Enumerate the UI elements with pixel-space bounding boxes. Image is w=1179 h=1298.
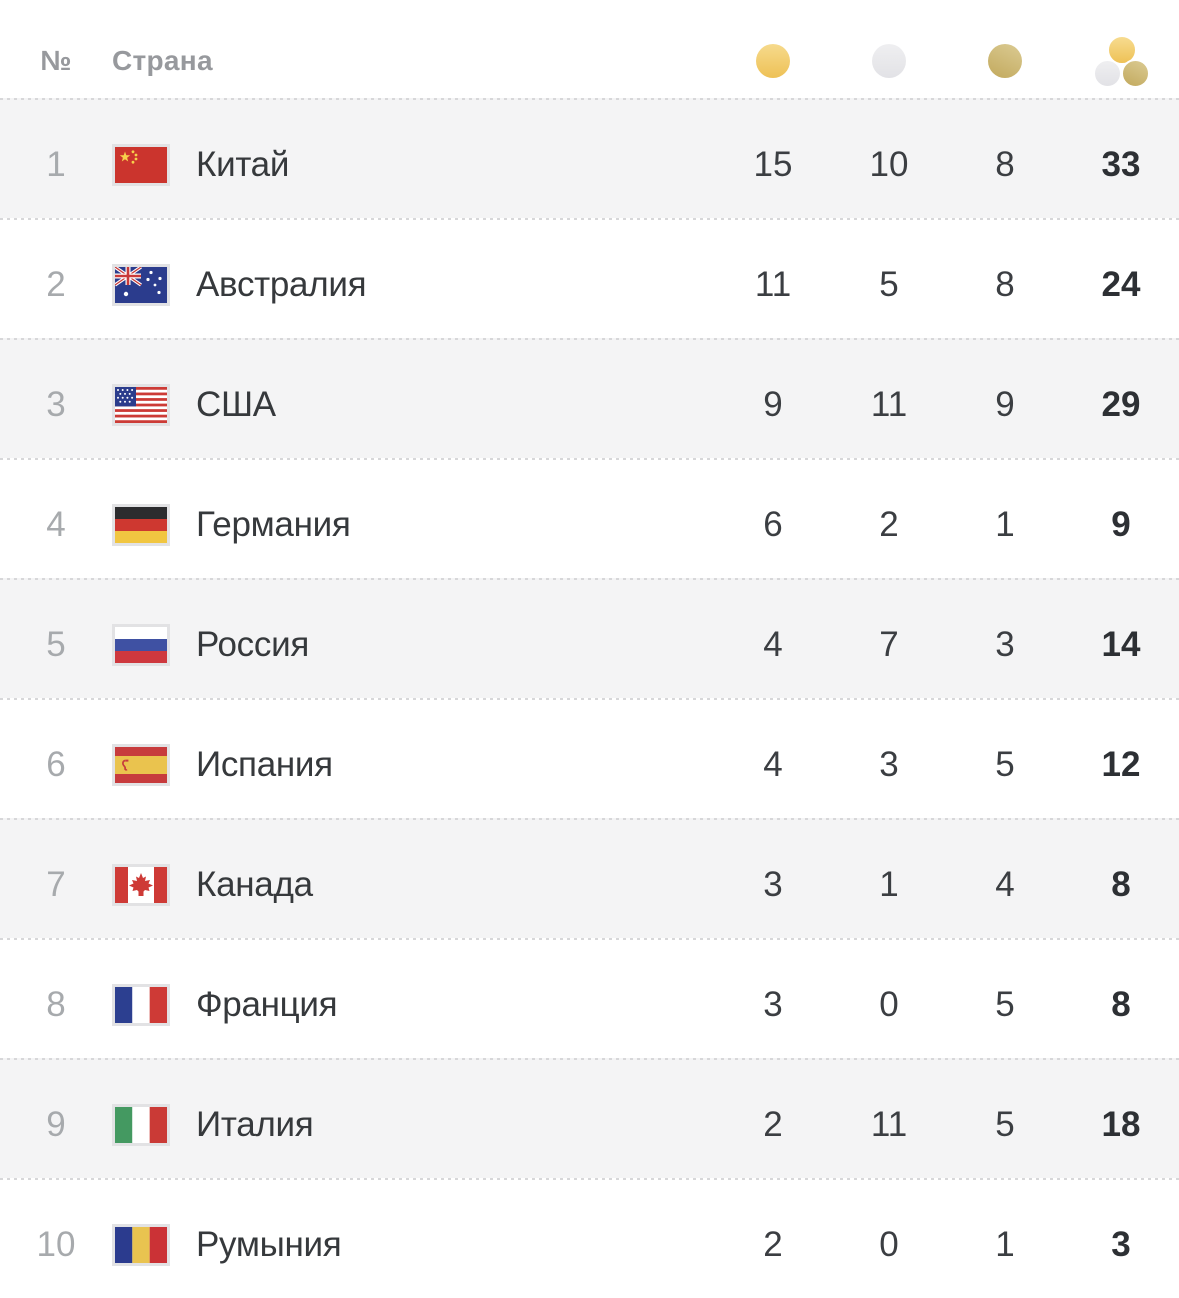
country-column-header: Страна — [112, 45, 213, 76]
total-count: 9 — [1111, 505, 1131, 544]
gold-count: 4 — [763, 625, 783, 664]
row-rank: 3 — [46, 385, 66, 424]
table-row: 10 Румыния 2 0 1 3 — [0, 1178, 1179, 1298]
table-row: 8 Франция 3 0 5 8 — [0, 938, 1179, 1058]
table-row: 2 Австралия 11 5 8 24 — [0, 218, 1179, 338]
gold-count: 11 — [754, 265, 792, 304]
table-row: 4 Германия 6 2 1 9 — [0, 458, 1179, 578]
bronze-count: 4 — [995, 865, 1015, 904]
total-column-header — [1063, 34, 1179, 88]
total-count: 29 — [1101, 385, 1141, 424]
silver-count: 11 — [870, 385, 908, 424]
silver-column-header — [831, 44, 947, 78]
rank-column-header: № — [40, 45, 72, 76]
row-country: Германия — [196, 505, 351, 544]
gold-count: 3 — [763, 865, 783, 904]
table-row: 5 Россия 4 7 3 14 — [0, 578, 1179, 698]
flag-icon-us — [112, 384, 170, 426]
table-row: 1 Китай 15 10 8 33 — [0, 98, 1179, 218]
table-row: 9 Италия 2 11 5 18 — [0, 1058, 1179, 1178]
gold-count: 9 — [763, 385, 783, 424]
gold-count: 2 — [763, 1225, 783, 1264]
flag-icon-de — [112, 504, 170, 546]
total-count: 12 — [1101, 745, 1141, 784]
row-country: Испания — [196, 745, 333, 784]
bronze-count: 5 — [995, 1105, 1015, 1144]
table-header: № Страна — [0, 0, 1179, 98]
silver-count: 3 — [879, 745, 899, 784]
row-country: Франция — [196, 985, 338, 1024]
row-country: Австралия — [196, 265, 367, 304]
flag-icon-ru — [112, 624, 170, 666]
total-medals-icon — [1092, 34, 1150, 88]
table-body: 1 Китай 15 10 8 33 2 Австралия 11 5 8 24… — [0, 98, 1179, 1298]
table-row: 6 Испания 4 3 5 12 — [0, 698, 1179, 818]
silver-count: 2 — [879, 505, 899, 544]
bronze-count: 1 — [995, 1225, 1015, 1264]
bronze-count: 9 — [995, 385, 1015, 424]
row-country: США — [196, 385, 276, 424]
silver-count: 11 — [870, 1105, 908, 1144]
silver-count: 0 — [879, 1225, 899, 1264]
row-rank: 10 — [36, 1225, 76, 1264]
row-country: Канада — [196, 865, 313, 904]
row-rank: 5 — [46, 625, 66, 664]
total-count: 14 — [1101, 625, 1141, 664]
bronze-count: 3 — [995, 625, 1015, 664]
row-rank: 9 — [46, 1105, 66, 1144]
total-count: 8 — [1111, 865, 1131, 904]
gold-count: 2 — [763, 1105, 783, 1144]
total-count: 8 — [1111, 985, 1131, 1024]
row-country: Италия — [196, 1105, 314, 1144]
bronze-column-header — [947, 44, 1063, 78]
row-rank: 6 — [46, 745, 66, 784]
flag-icon-au — [112, 264, 170, 306]
silver-count: 10 — [869, 145, 909, 184]
row-rank: 8 — [46, 985, 66, 1024]
bronze-medal-icon — [988, 44, 1022, 78]
silver-count: 5 — [879, 265, 899, 304]
total-count: 18 — [1101, 1105, 1141, 1144]
total-count: 3 — [1111, 1225, 1131, 1264]
row-rank: 2 — [46, 265, 66, 304]
table-row: 3 США 9 11 9 29 — [0, 338, 1179, 458]
gold-count: 15 — [753, 145, 793, 184]
gold-medal-icon — [756, 44, 790, 78]
gold-column-header — [715, 44, 831, 78]
flag-icon-fr — [112, 984, 170, 1026]
flag-icon-it — [112, 1104, 170, 1146]
gold-count: 3 — [763, 985, 783, 1024]
silver-medal-icon — [872, 44, 906, 78]
row-rank: 1 — [46, 145, 66, 184]
total-count: 33 — [1101, 145, 1141, 184]
silver-count: 1 — [879, 865, 899, 904]
total-count: 24 — [1101, 265, 1141, 304]
row-rank: 7 — [46, 865, 66, 904]
flag-icon-ca — [112, 864, 170, 906]
flag-icon-cn — [112, 144, 170, 186]
bronze-count: 1 — [995, 505, 1015, 544]
row-country: Россия — [196, 625, 309, 664]
flag-icon-ro — [112, 1224, 170, 1266]
silver-count: 7 — [879, 625, 899, 664]
bronze-count: 5 — [995, 985, 1015, 1024]
flag-icon-es — [112, 744, 170, 786]
row-country: Китай — [196, 145, 290, 184]
bronze-count: 8 — [995, 145, 1015, 184]
row-rank: 4 — [46, 505, 66, 544]
silver-count: 0 — [879, 985, 899, 1024]
bronze-count: 5 — [995, 745, 1015, 784]
gold-count: 6 — [763, 505, 783, 544]
gold-count: 4 — [763, 745, 783, 784]
bronze-count: 8 — [995, 265, 1015, 304]
row-country: Румыния — [196, 1225, 342, 1264]
table-row: 7 Канада 3 1 4 8 — [0, 818, 1179, 938]
